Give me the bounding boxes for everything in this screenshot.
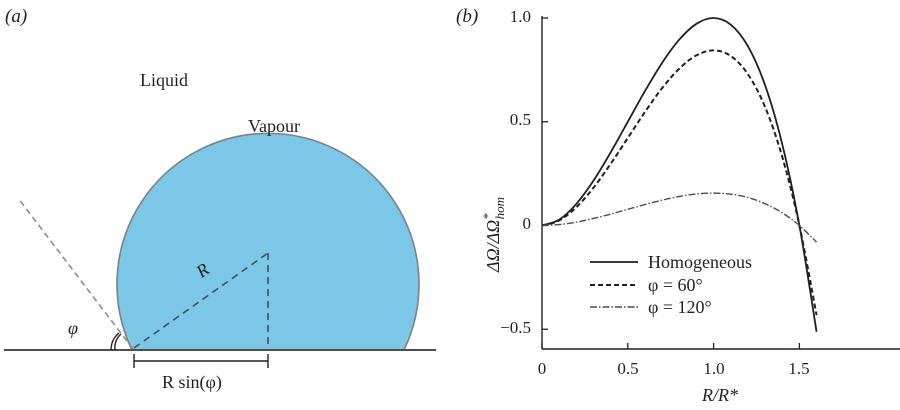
panel-a-label: (a) bbox=[5, 6, 27, 27]
x-tick-label: 0.5 bbox=[617, 359, 638, 378]
series-line-dash-dot bbox=[542, 192, 818, 243]
y-tick-label: 1.0 bbox=[510, 7, 531, 26]
series-line-solid bbox=[542, 17, 818, 332]
legend-label: φ = 60° bbox=[648, 275, 703, 295]
radius-line bbox=[133, 252, 269, 349]
base-label: R sin(φ) bbox=[162, 372, 222, 393]
vapour-bubble bbox=[116, 132, 420, 351]
angle-arc-outer bbox=[110, 332, 120, 351]
y-axis-label: ΔΩ/ΔΩ*hom bbox=[480, 197, 507, 273]
panel-b-label: (b) bbox=[456, 6, 478, 27]
y-tick-label: −0.5 bbox=[500, 318, 531, 337]
angle-label: φ bbox=[68, 318, 78, 338]
x-axis-label: R/R* bbox=[701, 385, 738, 405]
y-tick-label: 0 bbox=[523, 214, 532, 233]
legend-label: Homogeneous bbox=[648, 252, 752, 272]
y-tick-marks bbox=[542, 17, 548, 330]
x-tick-label: 0 bbox=[538, 359, 547, 378]
x-tick-label: 1.5 bbox=[788, 359, 809, 378]
panel-b: (b) 0 0.5 1.0 1.5 −0.5 0 0.5 1.0 R/R* ΔΩ… bbox=[456, 6, 900, 405]
vapour-label: Vapour bbox=[248, 116, 300, 136]
series-layer bbox=[542, 17, 818, 332]
x-tick-label: 1.0 bbox=[703, 359, 724, 378]
legend: Homogeneous φ = 60° φ = 120° bbox=[590, 252, 752, 317]
panel-a: (a) φ R R sin(φ) Liquid Vapour bbox=[4, 6, 436, 393]
y-tick-label: 0.5 bbox=[510, 110, 531, 129]
liquid-label: Liquid bbox=[140, 70, 188, 90]
x-tick-marks bbox=[541, 343, 801, 349]
series-line-dashed bbox=[542, 49, 818, 316]
angle-arc bbox=[114, 333, 122, 351]
tangent-line bbox=[17, 197, 134, 350]
legend-label: φ = 120° bbox=[648, 297, 712, 317]
